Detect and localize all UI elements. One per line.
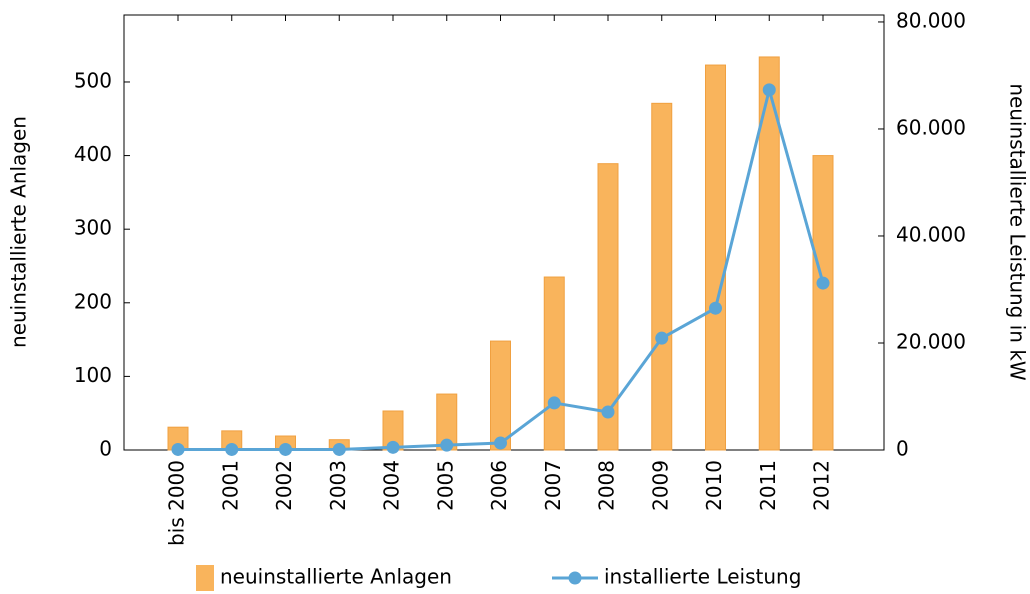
x-tick-label: 2001 xyxy=(218,460,242,511)
bar xyxy=(543,276,565,451)
bar xyxy=(812,155,834,451)
y-tick-label: 400 xyxy=(74,142,112,166)
x-tick-label: 2009 xyxy=(648,460,672,511)
y-tick-label: 200 xyxy=(74,289,112,313)
y-tick-label: 300 xyxy=(74,216,112,240)
x-tick-label: bis 2000 xyxy=(165,460,189,546)
x-tick-label: 2005 xyxy=(433,460,457,511)
point xyxy=(494,436,507,450)
legend-swatch xyxy=(196,565,214,591)
point xyxy=(547,396,561,410)
y-tick-label: 100 xyxy=(74,363,112,387)
point xyxy=(601,405,615,419)
point xyxy=(279,442,292,456)
point xyxy=(816,276,830,290)
point xyxy=(440,438,454,452)
x-tick-label: 2010 xyxy=(702,460,726,511)
x-tick-label: 2006 xyxy=(487,460,511,511)
bar xyxy=(597,163,619,451)
y2-tick-label: 0 xyxy=(896,437,909,461)
y2-tick-label: 80.000 xyxy=(896,8,966,32)
y2-tick-label: 20.000 xyxy=(896,329,966,353)
bar xyxy=(758,56,780,451)
x-tick-label: 2002 xyxy=(272,460,296,511)
point xyxy=(762,83,776,97)
x-tick-label: 2003 xyxy=(326,460,350,511)
y2-tick-label: 60.000 xyxy=(896,115,966,139)
point xyxy=(332,442,346,456)
x-tick-label: 2011 xyxy=(756,460,780,511)
bar xyxy=(490,340,511,451)
point xyxy=(655,331,669,345)
y-axis-label: neuinstallierte Anlagen xyxy=(7,116,31,348)
bar xyxy=(705,64,726,451)
y-tick-label: 0 xyxy=(99,437,112,461)
x-tick-label: 2012 xyxy=(810,460,834,511)
y2-tick-label: 40.000 xyxy=(896,222,966,246)
x-tick-label: 2008 xyxy=(595,460,619,511)
y-tick-label: 500 xyxy=(74,68,112,92)
point xyxy=(171,442,185,456)
legend-label: neuinstallierte Anlagen xyxy=(220,565,452,589)
x-tick-label: 2004 xyxy=(380,460,404,511)
legend-label: installierte Leistung xyxy=(604,565,801,589)
point xyxy=(709,301,722,315)
x-tick-label: 2007 xyxy=(541,460,565,511)
point xyxy=(225,442,239,456)
y2-axis-label: neuinstallierte Leistung in kW xyxy=(1006,83,1030,381)
point xyxy=(386,440,400,454)
legend-swatch xyxy=(568,571,582,585)
bar xyxy=(651,102,673,451)
